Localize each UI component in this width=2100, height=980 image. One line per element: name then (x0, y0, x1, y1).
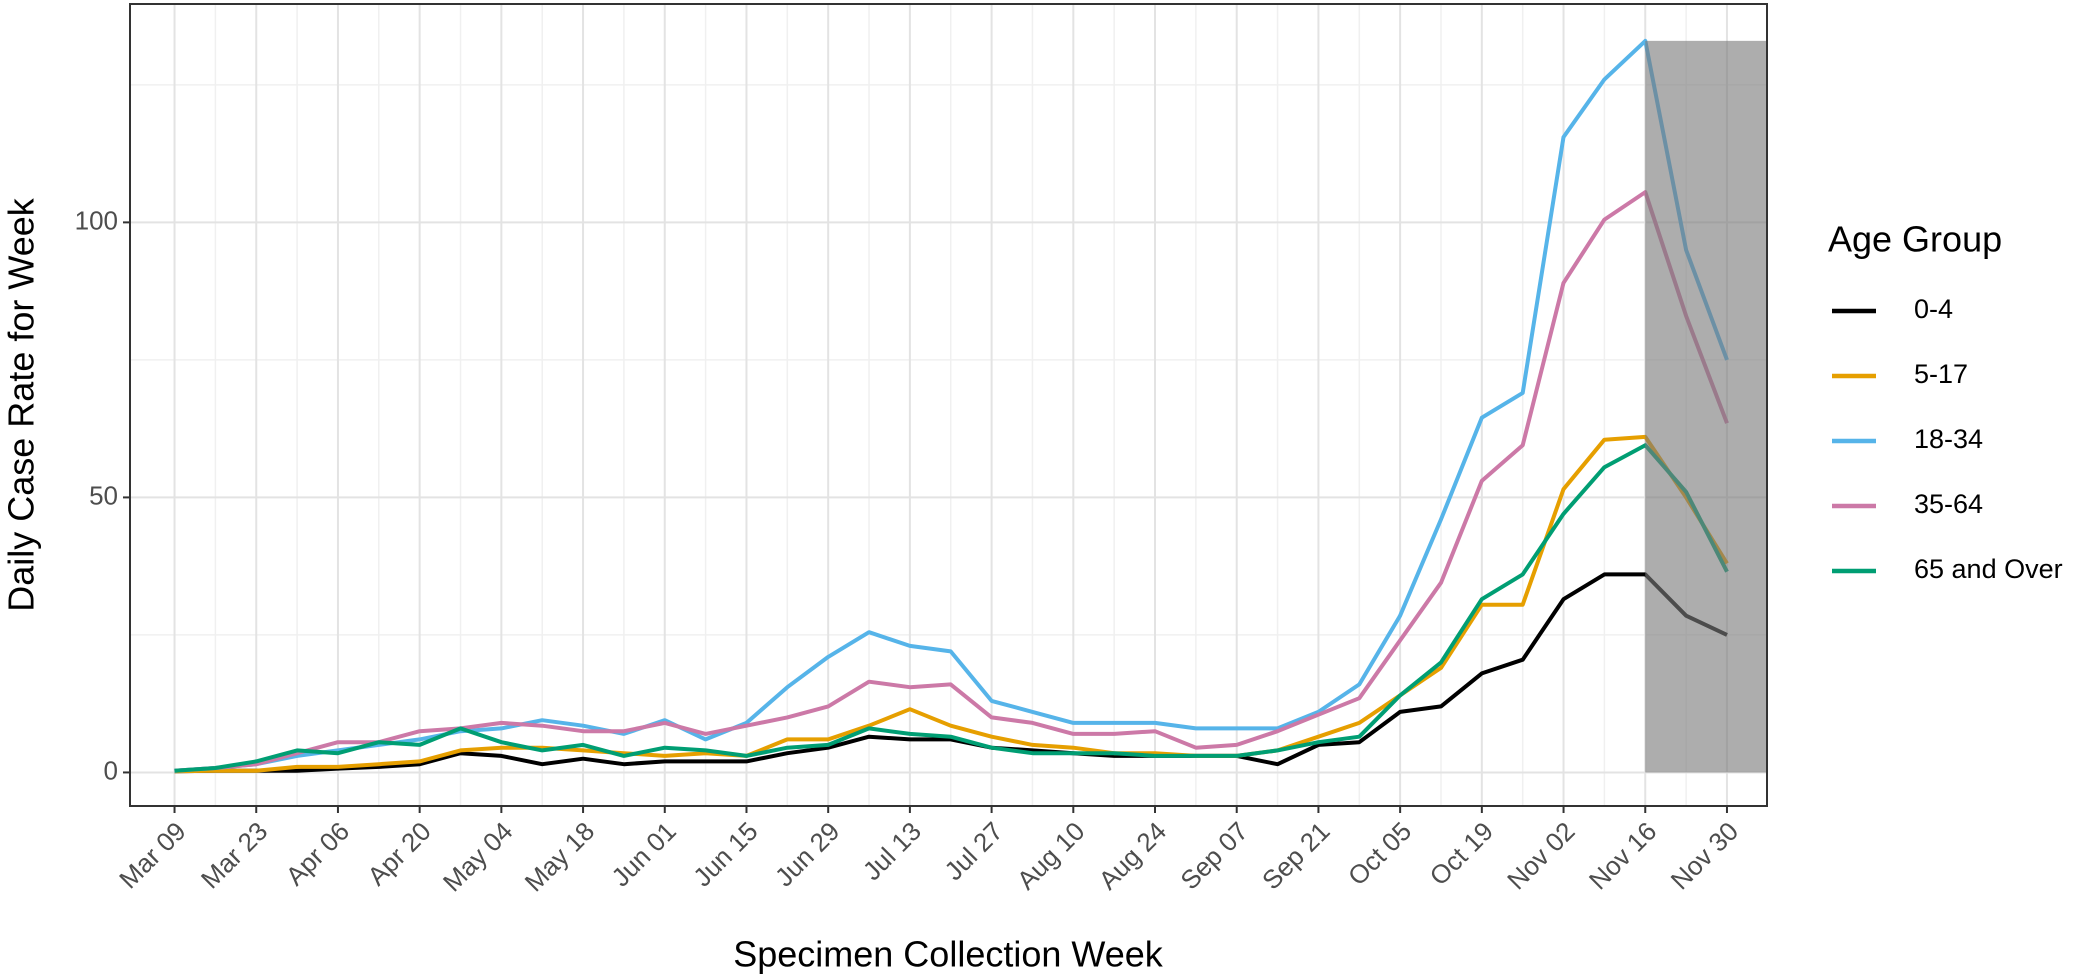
y-tick-label: 0 (104, 755, 118, 785)
series-line (174, 434, 1729, 774)
x-tick-label: Oct 19 (1424, 816, 1499, 891)
plot-background (130, 4, 1767, 806)
legend-title: Age Group (1828, 219, 2002, 260)
y-axis-title: Daily Case Rate for Week (1, 197, 42, 611)
x-tick-label: Jul 27 (938, 816, 1008, 886)
series-line (174, 443, 1729, 773)
x-tick-label: May 04 (437, 816, 519, 898)
x-tick-label: Aug 10 (1011, 816, 1090, 895)
x-tick-label: Sep 07 (1174, 816, 1253, 895)
x-axis-title: Specimen Collection Week (733, 934, 1164, 975)
series-line (174, 38, 1729, 773)
x-tick-label: Oct 05 (1342, 816, 1417, 891)
x-tick-label: Apr 20 (361, 816, 436, 891)
x-tick-label: Jun 29 (769, 816, 845, 892)
y-tick-label: 100 (75, 205, 118, 235)
legend-label: 35-64 (1914, 489, 1983, 519)
x-tick-label: Apr 06 (280, 816, 355, 891)
x-tick-label: Sep 21 (1256, 816, 1335, 895)
series-line (174, 572, 1728, 774)
x-tick-label: Nov 30 (1665, 816, 1744, 895)
x-tick-label: Jul 13 (857, 816, 927, 886)
legend-label: 18-34 (1914, 424, 1983, 454)
plot-border (129, 3, 1768, 807)
x-tick-label: Jun 01 (605, 816, 681, 892)
x-tick-label: Nov 16 (1583, 816, 1662, 895)
legend-label: 5-17 (1914, 359, 1968, 389)
series-line (174, 190, 1729, 773)
x-tick-label: Mar 09 (113, 816, 191, 894)
legend-label: 0-4 (1914, 294, 1953, 324)
x-tick-label: Mar 23 (195, 816, 273, 894)
legend-label: 65 and Over (1914, 554, 2063, 584)
x-tick-label: Nov 02 (1501, 816, 1580, 895)
y-tick-label: 50 (89, 480, 118, 510)
x-tick-label: Aug 24 (1093, 816, 1172, 895)
x-tick-label: Jun 15 (687, 816, 763, 892)
highlight-region (1645, 40, 1767, 773)
x-tick-label: May 18 (519, 816, 601, 898)
